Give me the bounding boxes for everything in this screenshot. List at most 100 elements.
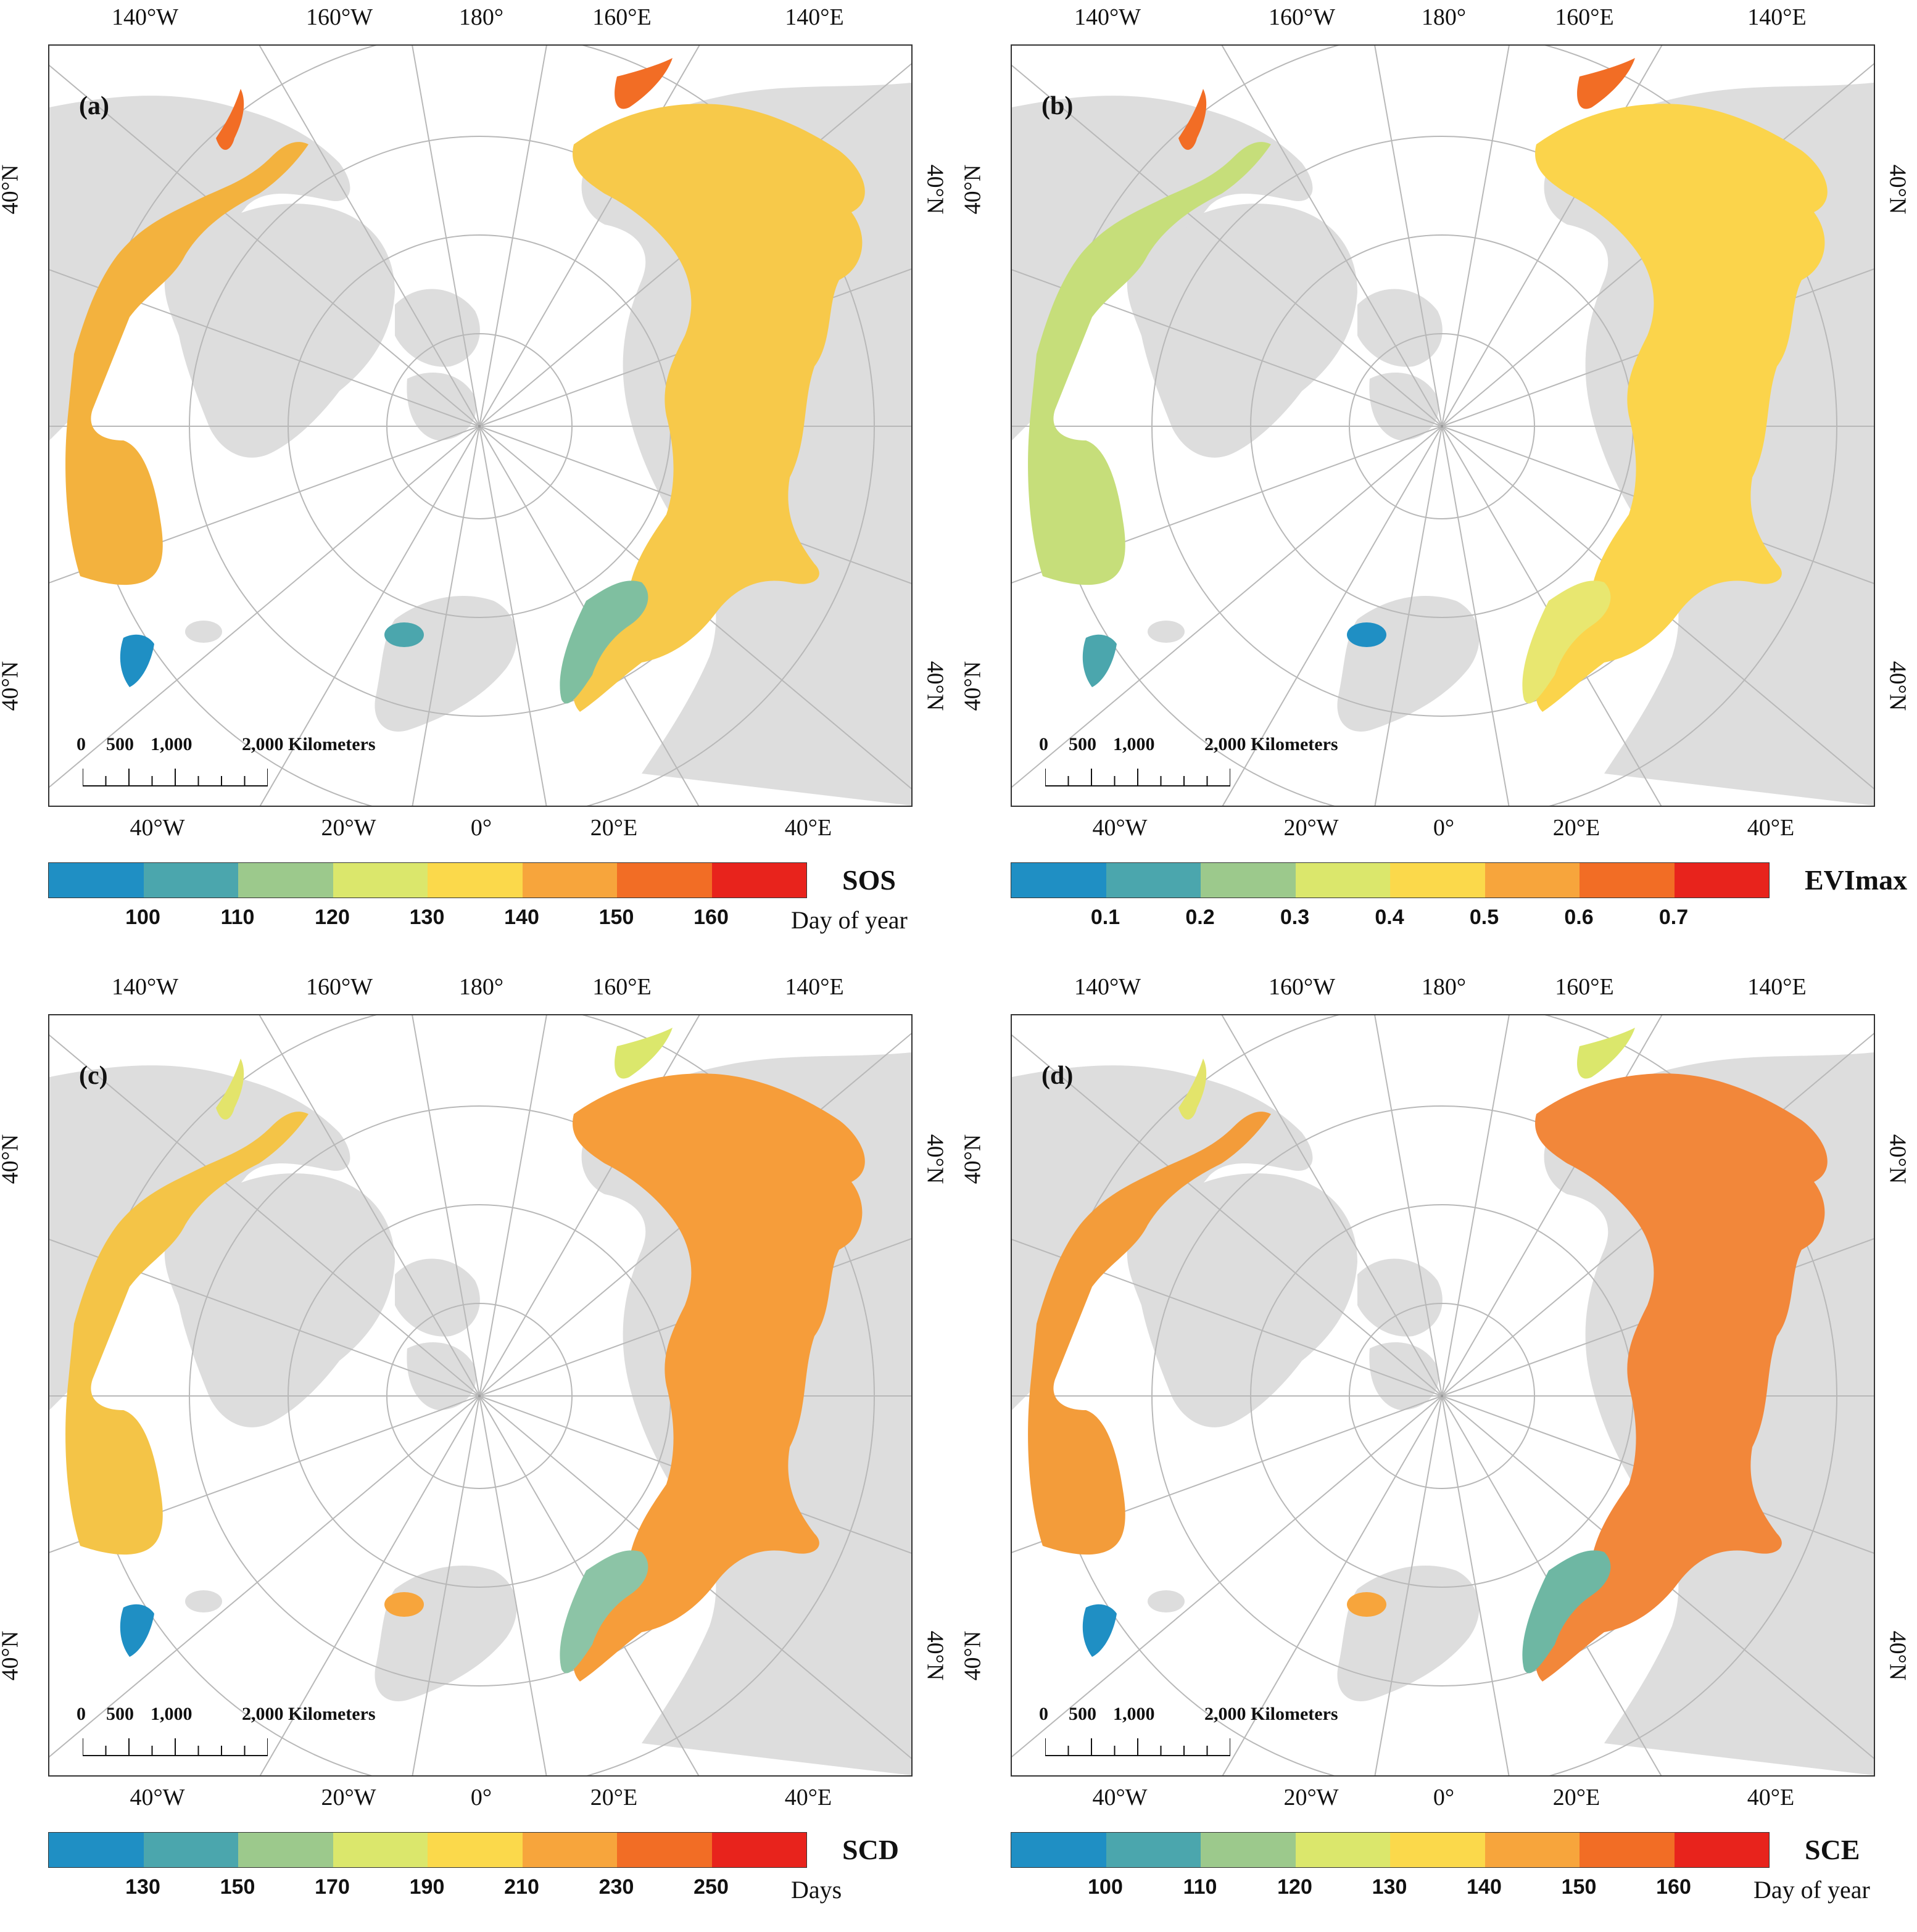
colorbar-swatch [1390, 1833, 1485, 1867]
map-panel-b: 140°W 160°W 180° 160°E 140°E 40°N 40°N 4… [959, 0, 1917, 962]
map-canvas [49, 1015, 911, 1775]
variable-label: SCE [1805, 1834, 1860, 1865]
lon-label-top: 140°W [111, 974, 179, 1000]
lon-label-bottom: 40°W [130, 815, 185, 841]
lon-label-bottom: 20°E [1552, 815, 1600, 841]
colorbar-swatch [1106, 863, 1201, 898]
lat-label-right: 40°N [922, 164, 948, 215]
land-north-america [1012, 1065, 1313, 1410]
scale-tick-label: 2,000 Kilometers [242, 734, 376, 754]
meridian-line [49, 1239, 480, 1397]
colorbar-swatch [143, 1833, 238, 1867]
lon-label-bottom: 40°E [1747, 1785, 1795, 1810]
land-greenland [164, 1173, 395, 1427]
colorbar-tick-label: 120 [1277, 1875, 1312, 1899]
scale-tick-label: 1,000 [151, 734, 193, 754]
land-north-america [49, 1065, 350, 1410]
colorbar-tick-label: 0.5 [1469, 906, 1499, 929]
panel-label: (d) [1041, 1062, 1074, 1090]
meridian-line [1374, 426, 1443, 806]
meridian-line [1441, 1395, 1874, 1759]
meridian-line [412, 1395, 480, 1775]
vegetation-alaska [1178, 1059, 1207, 1120]
colorbar-tick-label: 190 [409, 1875, 445, 1899]
meridian-line [49, 426, 480, 788]
lon-label-top: 140°W [1074, 974, 1141, 1000]
scale-tick-label: 1,000 [1113, 1704, 1155, 1724]
meridian-line [49, 269, 480, 427]
scale-tick-label: 500 [1069, 1704, 1096, 1724]
meridian-line [1374, 1395, 1443, 1775]
colorbar-swatch [711, 863, 806, 898]
map-canvas [49, 46, 911, 806]
meridian-line [1374, 1015, 1443, 1397]
lon-label-top: 180° [1421, 974, 1467, 1000]
colorbar-ticks: 100 110 120 130 140 150 160 [1011, 1875, 1768, 1900]
lon-label-top: 160°W [1268, 4, 1336, 30]
vegetation-eurasia [1535, 104, 1828, 712]
lon-label-top: 160°W [305, 4, 373, 30]
lon-label-bottom: 0° [470, 815, 492, 841]
vegetation-greenland-south [120, 634, 154, 687]
meridian-line [1221, 1015, 1443, 1397]
colorbar-swatch [1390, 863, 1485, 898]
colorbar-swatch [1295, 1833, 1390, 1867]
colorbar-tick-label: 140 [504, 906, 539, 929]
meridian-line [1441, 426, 1662, 806]
colorbar [48, 1832, 807, 1868]
colorbar [1011, 862, 1770, 898]
lon-label-bottom: 40°E [784, 1785, 832, 1810]
lon-label-top: 160°W [305, 974, 373, 1000]
meridian-line [479, 1015, 547, 1397]
colorbar-swatch [238, 863, 333, 898]
meridian-line [479, 426, 547, 806]
panel-label: (b) [1041, 92, 1074, 120]
polar-map [1011, 44, 1875, 807]
colorbar-swatch [1201, 863, 1296, 898]
colorbar-swatch [617, 1833, 712, 1867]
vegetation-greenland-south [1082, 1604, 1117, 1657]
meridians [49, 1015, 911, 1775]
colorbar-swatch [617, 863, 712, 898]
scale-bar [83, 769, 268, 786]
lat-label-right: 40°N [1884, 164, 1911, 215]
meridian-line [479, 1395, 547, 1775]
meridian-line [259, 426, 480, 806]
vegetation-north-america [65, 142, 308, 585]
colorbar-swatch [1580, 1833, 1675, 1867]
meridian-line [479, 426, 911, 790]
meridian-line [1012, 1395, 1443, 1758]
unit-label: Day of year [791, 906, 908, 934]
land-arctic-archipelago [1369, 1342, 1439, 1410]
lon-label-bottom: 20°W [321, 815, 376, 841]
lon-label-bottom: 20°W [1283, 1785, 1339, 1810]
colorbar-swatch [1201, 1833, 1296, 1867]
colorbar-swatch [238, 1833, 333, 1867]
lon-label-bottom: 20°W [321, 1785, 376, 1810]
land-arctic-archipelago [1369, 373, 1439, 440]
colorbar-tick-label: 130 [409, 906, 445, 929]
meridian-line [1222, 426, 1443, 806]
meridian-line [1441, 1395, 1662, 1775]
lon-label-bottom: 40°E [1747, 815, 1795, 841]
lat-label-left: 40°N [0, 1630, 23, 1681]
lat-label-left: 40°N [0, 164, 23, 215]
meridian-line [412, 1015, 480, 1397]
lat-label-right: 40°N [1884, 1630, 1911, 1681]
lon-label-top: 140°E [785, 4, 844, 30]
meridian-line [1012, 1034, 1443, 1397]
scale-tick-label: 0 [1039, 734, 1048, 754]
colorbar-tick-label: 170 [315, 1875, 350, 1899]
lon-label-top: 160°E [592, 4, 652, 30]
colorbar-swatch [1484, 863, 1580, 898]
colorbar-swatch [1674, 1833, 1769, 1867]
land-iceland [1148, 1590, 1185, 1612]
colorbar-tick-label: 0.1 [1090, 906, 1120, 929]
colorbar-tick-label: 120 [315, 906, 350, 929]
meridian-line [1012, 269, 1443, 427]
land-greenland [1127, 204, 1357, 458]
vegetation-scandinavia [1522, 580, 1611, 704]
unit-label: Days [791, 1876, 842, 1904]
meridian-line [49, 426, 480, 584]
meridian-line [1012, 426, 1443, 584]
